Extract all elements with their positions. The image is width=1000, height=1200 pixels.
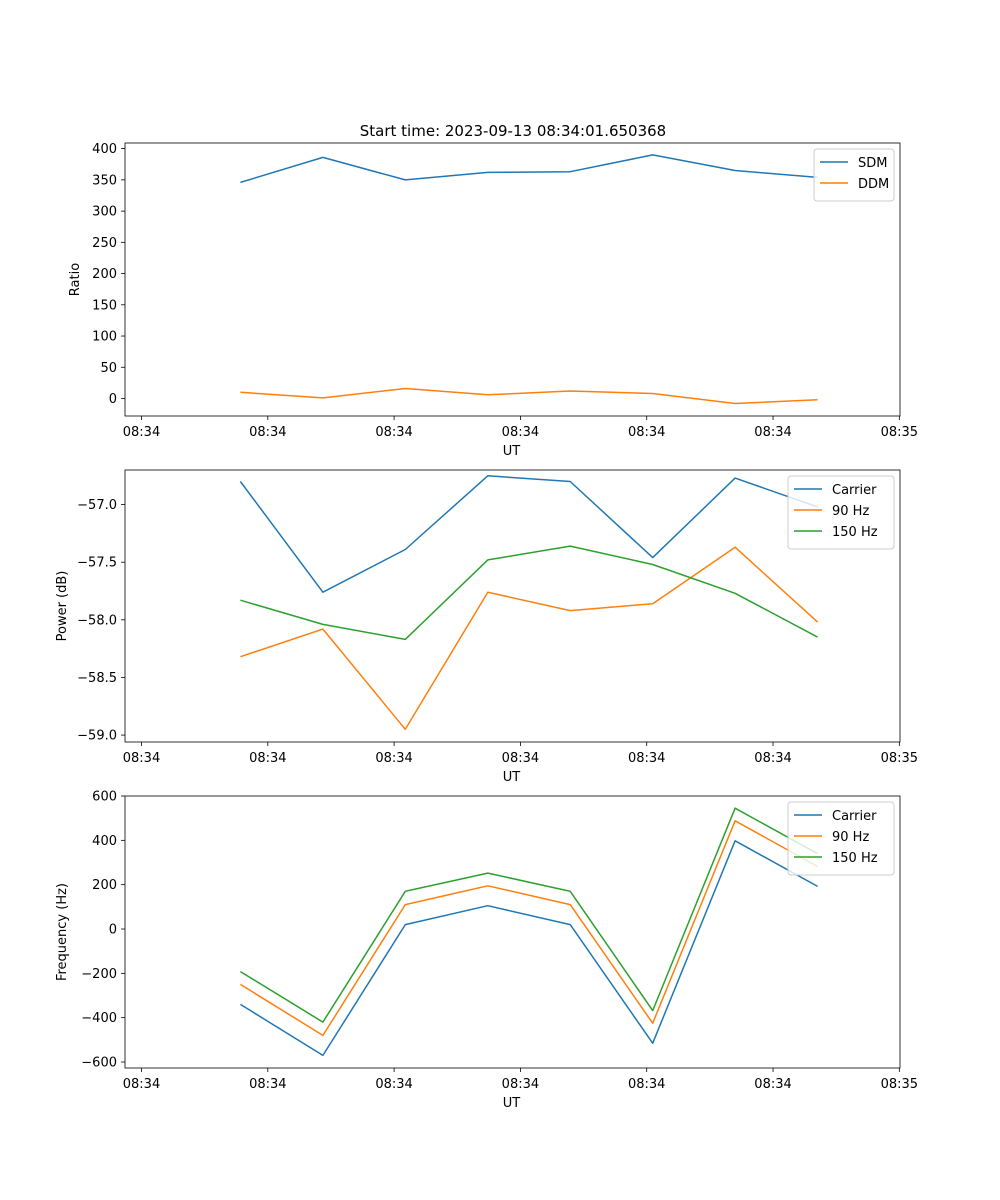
- x-tick-label: 08:34: [123, 1077, 160, 1092]
- x-axis-label: UT: [503, 1096, 521, 1111]
- x-tick-label: 08:34: [375, 1077, 412, 1092]
- x-tick-label: 08:34: [375, 751, 412, 766]
- legend: SDM DDM: [813, 148, 895, 202]
- y-tick-label: 50: [100, 361, 117, 376]
- y-tick-label: −600: [81, 1056, 117, 1071]
- y-tick-label: −57.5: [77, 556, 117, 571]
- y-tick-label: 200: [92, 878, 117, 893]
- y-axis-label: Power (dB): [55, 571, 70, 642]
- y-tick-label: 300: [92, 205, 117, 220]
- legend-label: 90 Hz: [832, 830, 869, 845]
- y-tick-label: −58.5: [77, 671, 117, 686]
- y-tick-label: 350: [92, 173, 117, 188]
- chart-panel-2: 08:34 08:34 08:34 08:34 08:34 08:34 08:35 −59.0…: [55, 469, 918, 785]
- y-tick-label: −58.0: [77, 613, 117, 628]
- y-tick-label: −400: [81, 1011, 117, 1026]
- x-tick-label: 08:35: [881, 751, 918, 766]
- x-tick-label: 08:34: [502, 751, 539, 766]
- legend-label: Carrier: [832, 809, 877, 824]
- y-tick-label: 100: [92, 330, 117, 345]
- series-line-150-hz: [240, 545, 818, 641]
- series-line-carrier: [240, 840, 818, 1057]
- figure-title: Start time: 2023-09-13 08:34:01.650368: [360, 122, 666, 140]
- series-line-sdm: [240, 154, 818, 184]
- axes-frame: [124, 142, 901, 417]
- x-tick-label: 08:34: [502, 1077, 539, 1092]
- y-tick-label: 600: [92, 790, 117, 805]
- x-tick-label: 08:34: [249, 1077, 286, 1092]
- y-tick-label: 400: [92, 834, 117, 849]
- y-tick-label: 150: [92, 298, 117, 313]
- series-line-carrier: [239, 475, 818, 593]
- y-tick-label: 400: [92, 142, 117, 157]
- x-tick-label: 08:34: [754, 1077, 791, 1092]
- y-tick-label: −57.0: [77, 498, 117, 513]
- legend: Carrier 90 Hz 150 Hz: [787, 475, 895, 550]
- x-tick-label: 08:34: [628, 1077, 665, 1092]
- legend-label: 150 Hz: [832, 525, 878, 540]
- x-axis-label: UT: [503, 444, 521, 459]
- y-tick-label: 250: [92, 236, 117, 251]
- x-tick-label: 08:34: [123, 751, 160, 766]
- y-tick-label: −59.0: [77, 729, 117, 744]
- x-axis-label: UT: [503, 770, 521, 785]
- x-tick-label: 08:34: [249, 425, 286, 440]
- series-line-90-hz: [240, 820, 818, 1037]
- x-tick-label: 08:35: [881, 425, 918, 440]
- y-tick-label: 200: [92, 267, 117, 282]
- x-tick-label: 08:34: [123, 425, 160, 440]
- y-tick-label: 0: [109, 392, 117, 407]
- series-line-ddm: [240, 387, 818, 405]
- legend-label: SDM: [858, 156, 887, 171]
- y-axis-label: Ratio: [68, 263, 83, 296]
- legend-label: 90 Hz: [832, 504, 869, 519]
- x-tick-label: 08:34: [628, 425, 665, 440]
- x-tick-label: 08:34: [249, 751, 286, 766]
- x-tick-label: 08:34: [628, 751, 665, 766]
- chart-panel-3: 08:34 08:34 08:34 08:34 08:34 08:34 08:35 −600 −…: [55, 790, 918, 1112]
- x-tick-label: 08:34: [375, 425, 412, 440]
- y-tick-label: 0: [109, 923, 117, 938]
- x-tick-label: 08:34: [754, 751, 791, 766]
- x-tick-label: 08:34: [754, 425, 791, 440]
- series-line-90-hz: [240, 546, 819, 731]
- legend-label: Carrier: [832, 483, 877, 498]
- legend: Carrier 90 Hz 150 Hz: [787, 801, 895, 876]
- y-axis-label: Frequency (Hz): [55, 883, 70, 981]
- x-tick-label: 08:35: [881, 1077, 918, 1092]
- legend-label: 150 Hz: [832, 851, 878, 866]
- axes-frame: [124, 469, 901, 743]
- axes-frame: [124, 795, 901, 1069]
- chart-panel-1: 08:34 08:34 08:34 08:34 08:34 08:34 08:35 0 50 10…: [68, 142, 918, 459]
- x-tick-label: 08:34: [502, 425, 539, 440]
- y-tick-label: −200: [81, 967, 117, 982]
- panels: 08:34 08:34 08:34 08:34 08:34 08:34 08:35 0 50 10…: [55, 142, 918, 1111]
- legend-label: DDM: [858, 177, 889, 192]
- series-line-150-hz: [240, 807, 818, 1023]
